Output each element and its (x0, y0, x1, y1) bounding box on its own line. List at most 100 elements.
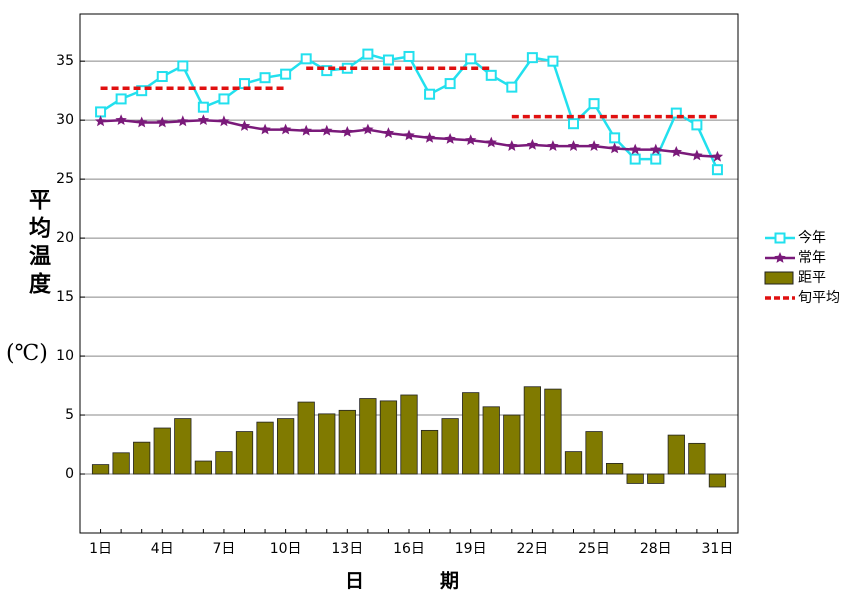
bar (688, 442, 706, 475)
bar (503, 414, 521, 475)
legend-label: 今年 (798, 230, 826, 246)
x-tick-label: 28日 (640, 541, 672, 557)
marker (300, 53, 312, 65)
marker (362, 123, 374, 135)
marker (588, 140, 600, 151)
y-axis-label: 平均温度 (25, 188, 51, 300)
bar (276, 418, 295, 475)
x-tick-label: 1日 (89, 541, 112, 557)
y-tick-label: 5 (65, 407, 74, 423)
marker (218, 115, 230, 127)
x-tick-label: 25日 (578, 541, 610, 557)
marker (711, 164, 723, 176)
bar (441, 418, 459, 475)
marker (321, 124, 333, 136)
y-axis-unit: (℃) (6, 341, 48, 366)
x-tick-label: 16日 (393, 541, 425, 557)
marker (95, 106, 107, 118)
marker (444, 133, 456, 144)
bar (112, 452, 130, 475)
marker (382, 54, 394, 66)
x-tick-label: 13日 (331, 541, 363, 557)
marker (670, 146, 682, 157)
marker (403, 50, 415, 62)
bar (462, 392, 480, 475)
marker (465, 134, 477, 146)
bar (523, 386, 542, 475)
marker (156, 116, 168, 128)
marker (238, 120, 251, 131)
marker (259, 123, 271, 135)
marker (280, 68, 292, 80)
y-tick-label: 25 (56, 171, 74, 187)
marker (506, 140, 518, 151)
x-axis-label: 日 期 (345, 570, 460, 592)
marker (629, 153, 641, 165)
line (100, 118, 718, 158)
marker (650, 153, 662, 165)
bar (482, 406, 500, 475)
marker (711, 150, 724, 162)
marker (568, 118, 579, 130)
x-tick-label: 7日 (212, 541, 235, 557)
marker (218, 93, 230, 105)
marker (115, 93, 127, 105)
marker (156, 71, 168, 83)
x-tick-label: 31日 (702, 541, 734, 557)
bar (585, 431, 603, 475)
marker (321, 65, 333, 77)
marker (341, 126, 353, 137)
marker (300, 124, 312, 136)
marker (609, 132, 621, 144)
bar (420, 429, 439, 475)
legend-marker (774, 252, 786, 263)
bar (215, 451, 233, 475)
bar (544, 388, 562, 475)
marker (485, 136, 497, 148)
bar (91, 464, 110, 475)
legend-label: 距平 (798, 270, 826, 286)
marker (650, 143, 662, 155)
bar (606, 463, 624, 475)
y-tick-label: 10 (56, 348, 74, 364)
y-tick-label: 20 (56, 230, 74, 246)
marker (506, 81, 518, 93)
marker (136, 85, 148, 97)
marker (197, 101, 209, 113)
bar (318, 413, 336, 475)
bar (359, 398, 377, 475)
marker (526, 52, 538, 64)
bar (338, 409, 356, 475)
marker (362, 48, 374, 60)
marker (670, 107, 682, 119)
y-tick-label: 35 (56, 53, 74, 69)
bar (297, 401, 315, 475)
bar (379, 400, 398, 475)
x-tick-label: 4日 (151, 541, 174, 557)
marker (465, 53, 477, 65)
marker (423, 131, 436, 143)
marker (259, 72, 271, 84)
marker (382, 127, 395, 138)
bar (194, 460, 212, 475)
bar (400, 394, 418, 475)
marker (115, 114, 127, 125)
marker (403, 129, 415, 141)
marker (691, 149, 703, 161)
legend-swatch (764, 271, 794, 285)
marker (177, 115, 189, 127)
marker (177, 60, 189, 72)
x-tick-label: 10日 (270, 541, 302, 557)
y-tick-label: 30 (56, 112, 74, 128)
bar (708, 473, 727, 488)
marker (197, 114, 210, 125)
marker (424, 88, 436, 100)
marker (567, 140, 580, 151)
bar (647, 473, 665, 484)
plot-frame (79, 13, 739, 534)
legend-marker (774, 232, 786, 244)
legend-label: 旬平均 (798, 290, 840, 306)
bar (667, 434, 685, 475)
x-tick-label: 22日 (516, 541, 548, 557)
